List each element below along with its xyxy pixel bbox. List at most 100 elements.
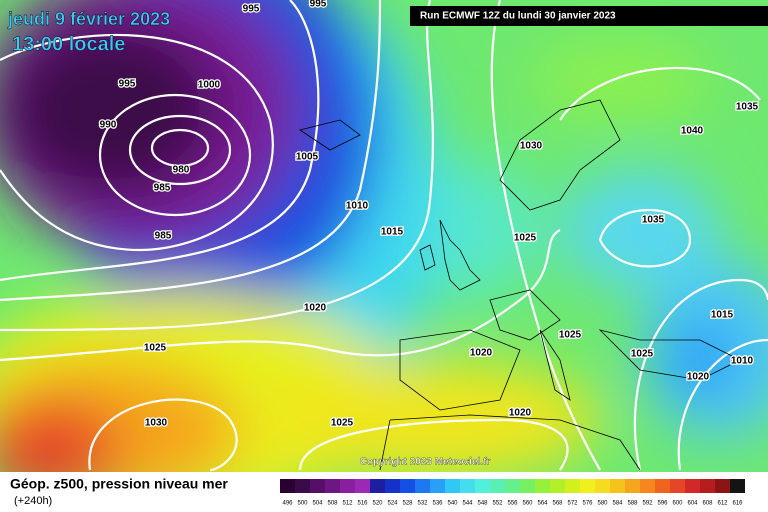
isobar-label: 1025 — [559, 330, 582, 341]
isobar-label: 1035 — [736, 102, 759, 113]
footer-lead: (+240h) — [14, 495, 52, 507]
legend-swatch — [730, 479, 745, 493]
legend-swatch — [685, 479, 700, 493]
isobar-label: 990 — [100, 120, 117, 131]
legend-label: 600 — [672, 501, 683, 507]
legend-swatch — [535, 479, 550, 493]
legend-label: 564 — [537, 501, 548, 507]
legend-label: 532 — [417, 501, 428, 507]
time: 13:00 locale — [12, 33, 125, 55]
legend-swatch — [520, 479, 535, 493]
legend-swatch — [715, 479, 730, 493]
isobar-label: 1000 — [198, 80, 221, 91]
legend-swatch — [460, 479, 475, 493]
isobar-label: 1020 — [509, 408, 532, 419]
legend-swatch — [400, 479, 415, 493]
isobar-label: 1005 — [296, 152, 319, 163]
legend-swatch — [280, 479, 295, 493]
legend-swatch — [415, 479, 430, 493]
legend-label: 496 — [282, 501, 293, 507]
legend-swatch — [310, 479, 325, 493]
legend-swatch — [490, 479, 505, 493]
legend-label: 516 — [357, 501, 368, 507]
isobar-label: 1015 — [711, 310, 734, 321]
legend-swatch — [610, 479, 625, 493]
legend-label: 508 — [327, 501, 338, 507]
isobar-label: 985 — [154, 183, 171, 194]
legend-swatch — [295, 479, 310, 493]
legend-label: 592 — [642, 501, 653, 507]
isobar-label: 1020 — [470, 348, 493, 359]
legend-swatch — [505, 479, 520, 493]
legend-label: 540 — [447, 501, 458, 507]
isobar-label: 1035 — [642, 215, 665, 226]
legend-swatch — [430, 479, 445, 493]
legend-swatch — [565, 479, 580, 493]
run-label: Run ECMWF 12Z du lundi 30 janvier 2023 — [420, 11, 616, 22]
isobar-label: 1025 — [331, 418, 354, 429]
isobars — [0, 0, 768, 472]
legend-label: 572 — [567, 501, 578, 507]
isobar-label: 1025 — [514, 233, 537, 244]
legend-label: 576 — [582, 501, 593, 507]
legend-label: 612 — [717, 501, 728, 507]
legend: 496 500 504 508 512 516 520 524 528 532 536 540 544 5… — [280, 479, 745, 507]
isobar-label: 995 — [243, 4, 260, 15]
isobar-label: 1025 — [144, 343, 167, 354]
coastlines — [299, 99, 741, 471]
isobar-label: 980 — [173, 165, 190, 176]
isobar-label: 995 — [119, 79, 136, 90]
legend-swatch — [550, 479, 565, 493]
legend-label: 568 — [552, 501, 563, 507]
legend-swatch — [385, 479, 400, 493]
isobar-label: 995 — [310, 0, 327, 10]
legend-swatch — [325, 479, 340, 493]
isobar-label: 1030 — [145, 418, 168, 429]
legend-label: 616 — [732, 501, 743, 507]
legend-swatch — [655, 479, 670, 493]
legend-swatch — [445, 479, 460, 493]
legend-label: 560 — [522, 501, 533, 507]
isobar-label: 1020 — [304, 303, 327, 314]
isobar-label: 1010 — [346, 201, 369, 212]
legend-swatch — [625, 479, 640, 493]
legend-label: 556 — [507, 501, 518, 507]
legend-label: 504 — [312, 501, 323, 507]
copyright: Copyright 2023 Meteociel.fr — [360, 457, 491, 468]
legend-swatch — [670, 479, 685, 493]
legend-label: 608 — [702, 501, 713, 507]
legend-label: 528 — [402, 501, 413, 507]
legend-swatch — [475, 479, 490, 493]
date: jeudi 9 février 2023 — [7, 9, 170, 29]
legend-swatch — [580, 479, 595, 493]
legend-swatch — [700, 479, 715, 493]
legend-label: 588 — [627, 501, 638, 507]
isobar-label: 1040 — [681, 126, 704, 137]
isobar-label: 1015 — [381, 227, 404, 238]
legend-swatch — [340, 479, 355, 493]
legend-label: 536 — [432, 501, 443, 507]
legend-swatch — [640, 479, 655, 493]
isobar-label: 1030 — [520, 141, 543, 152]
legend-label: 596 — [657, 501, 668, 507]
legend-label: 500 — [297, 501, 308, 507]
legend-label: 512 — [342, 501, 353, 507]
legend-label: 584 — [612, 501, 623, 507]
isobar-label: 1020 — [687, 372, 710, 383]
isobar-label: 985 — [155, 231, 172, 242]
legend-swatch — [355, 479, 370, 493]
legend-label: 604 — [687, 501, 698, 507]
legend-label: 520 — [372, 501, 383, 507]
legend-label: 552 — [492, 501, 503, 507]
legend-swatch — [595, 479, 610, 493]
legend-label: 524 — [387, 501, 398, 507]
legend-swatch — [370, 479, 385, 493]
run-banner — [410, 6, 768, 26]
isobar-label: 1025 — [631, 349, 654, 360]
isobar-label: 1010 — [731, 356, 754, 367]
legend-label: 544 — [462, 501, 473, 507]
